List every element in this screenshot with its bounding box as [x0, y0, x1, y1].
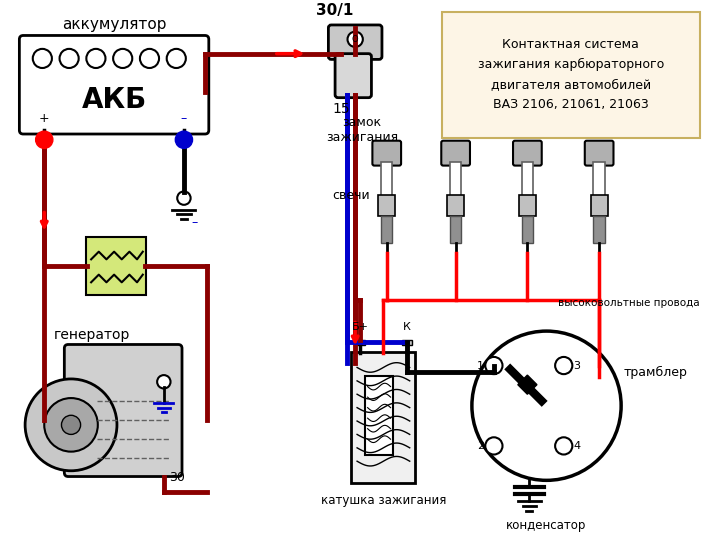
Circle shape: [167, 49, 186, 68]
Circle shape: [472, 331, 621, 480]
Circle shape: [555, 357, 572, 374]
Text: К: К: [403, 322, 411, 332]
Circle shape: [86, 49, 106, 68]
Text: АКБ: АКБ: [81, 86, 146, 114]
FancyBboxPatch shape: [442, 12, 699, 138]
Text: свечи: свечи: [332, 189, 370, 202]
Text: аккумулятор: аккумулятор: [62, 17, 167, 31]
Circle shape: [177, 191, 190, 205]
Circle shape: [36, 131, 53, 148]
Circle shape: [33, 49, 52, 68]
Bar: [593, 216, 605, 243]
Text: –: –: [181, 112, 187, 125]
Text: 15: 15: [332, 102, 350, 116]
FancyBboxPatch shape: [328, 25, 382, 59]
Bar: [450, 216, 462, 243]
Circle shape: [175, 131, 192, 148]
FancyBboxPatch shape: [373, 141, 401, 166]
Bar: [381, 216, 393, 243]
Circle shape: [45, 398, 98, 451]
Bar: [355, 340, 365, 345]
Circle shape: [113, 49, 132, 68]
Bar: [447, 195, 465, 216]
Bar: [522, 161, 533, 205]
Text: Контактная система
зажигания карбюраторного
двигателя автомобилей
ВАЗ 2106, 2106: Контактная система зажигания карбюраторн…: [477, 38, 664, 111]
Circle shape: [62, 415, 80, 434]
Text: 30: 30: [169, 471, 185, 484]
FancyBboxPatch shape: [513, 141, 541, 166]
Bar: [402, 340, 411, 345]
FancyBboxPatch shape: [351, 352, 416, 483]
Bar: [378, 195, 396, 216]
Text: катушка зажигания: катушка зажигания: [321, 494, 446, 507]
Circle shape: [555, 437, 572, 455]
Text: конденсатор: конденсатор: [506, 519, 587, 531]
Circle shape: [140, 49, 159, 68]
Circle shape: [60, 49, 79, 68]
FancyBboxPatch shape: [19, 36, 209, 134]
Text: 4: 4: [574, 441, 581, 451]
Text: трамблер: трамблер: [624, 366, 688, 379]
FancyBboxPatch shape: [365, 376, 393, 455]
FancyBboxPatch shape: [584, 141, 613, 166]
Bar: [519, 195, 536, 216]
Bar: [590, 195, 607, 216]
Text: замок
зажигания: замок зажигания: [326, 116, 398, 144]
Text: высоковольтные провода: высоковольтные провода: [558, 298, 699, 309]
Circle shape: [485, 357, 503, 374]
Bar: [522, 216, 533, 243]
Text: +: +: [39, 112, 50, 125]
FancyBboxPatch shape: [335, 54, 371, 98]
Text: 3: 3: [574, 360, 581, 370]
FancyBboxPatch shape: [442, 141, 470, 166]
FancyBboxPatch shape: [65, 344, 182, 477]
Text: Б+: Б+: [351, 322, 368, 332]
Circle shape: [157, 375, 171, 389]
Circle shape: [25, 379, 117, 471]
Text: 2: 2: [477, 441, 484, 451]
Bar: [381, 161, 393, 205]
Text: –: –: [192, 216, 198, 230]
Text: генератор: генератор: [54, 328, 130, 342]
Text: O: O: [352, 35, 358, 44]
Bar: [593, 161, 605, 205]
Bar: [450, 161, 462, 205]
Text: 1: 1: [477, 360, 484, 370]
FancyBboxPatch shape: [86, 237, 146, 295]
Polygon shape: [518, 375, 537, 394]
Text: 30/1: 30/1: [317, 3, 354, 18]
Circle shape: [348, 31, 363, 47]
Circle shape: [485, 437, 503, 455]
